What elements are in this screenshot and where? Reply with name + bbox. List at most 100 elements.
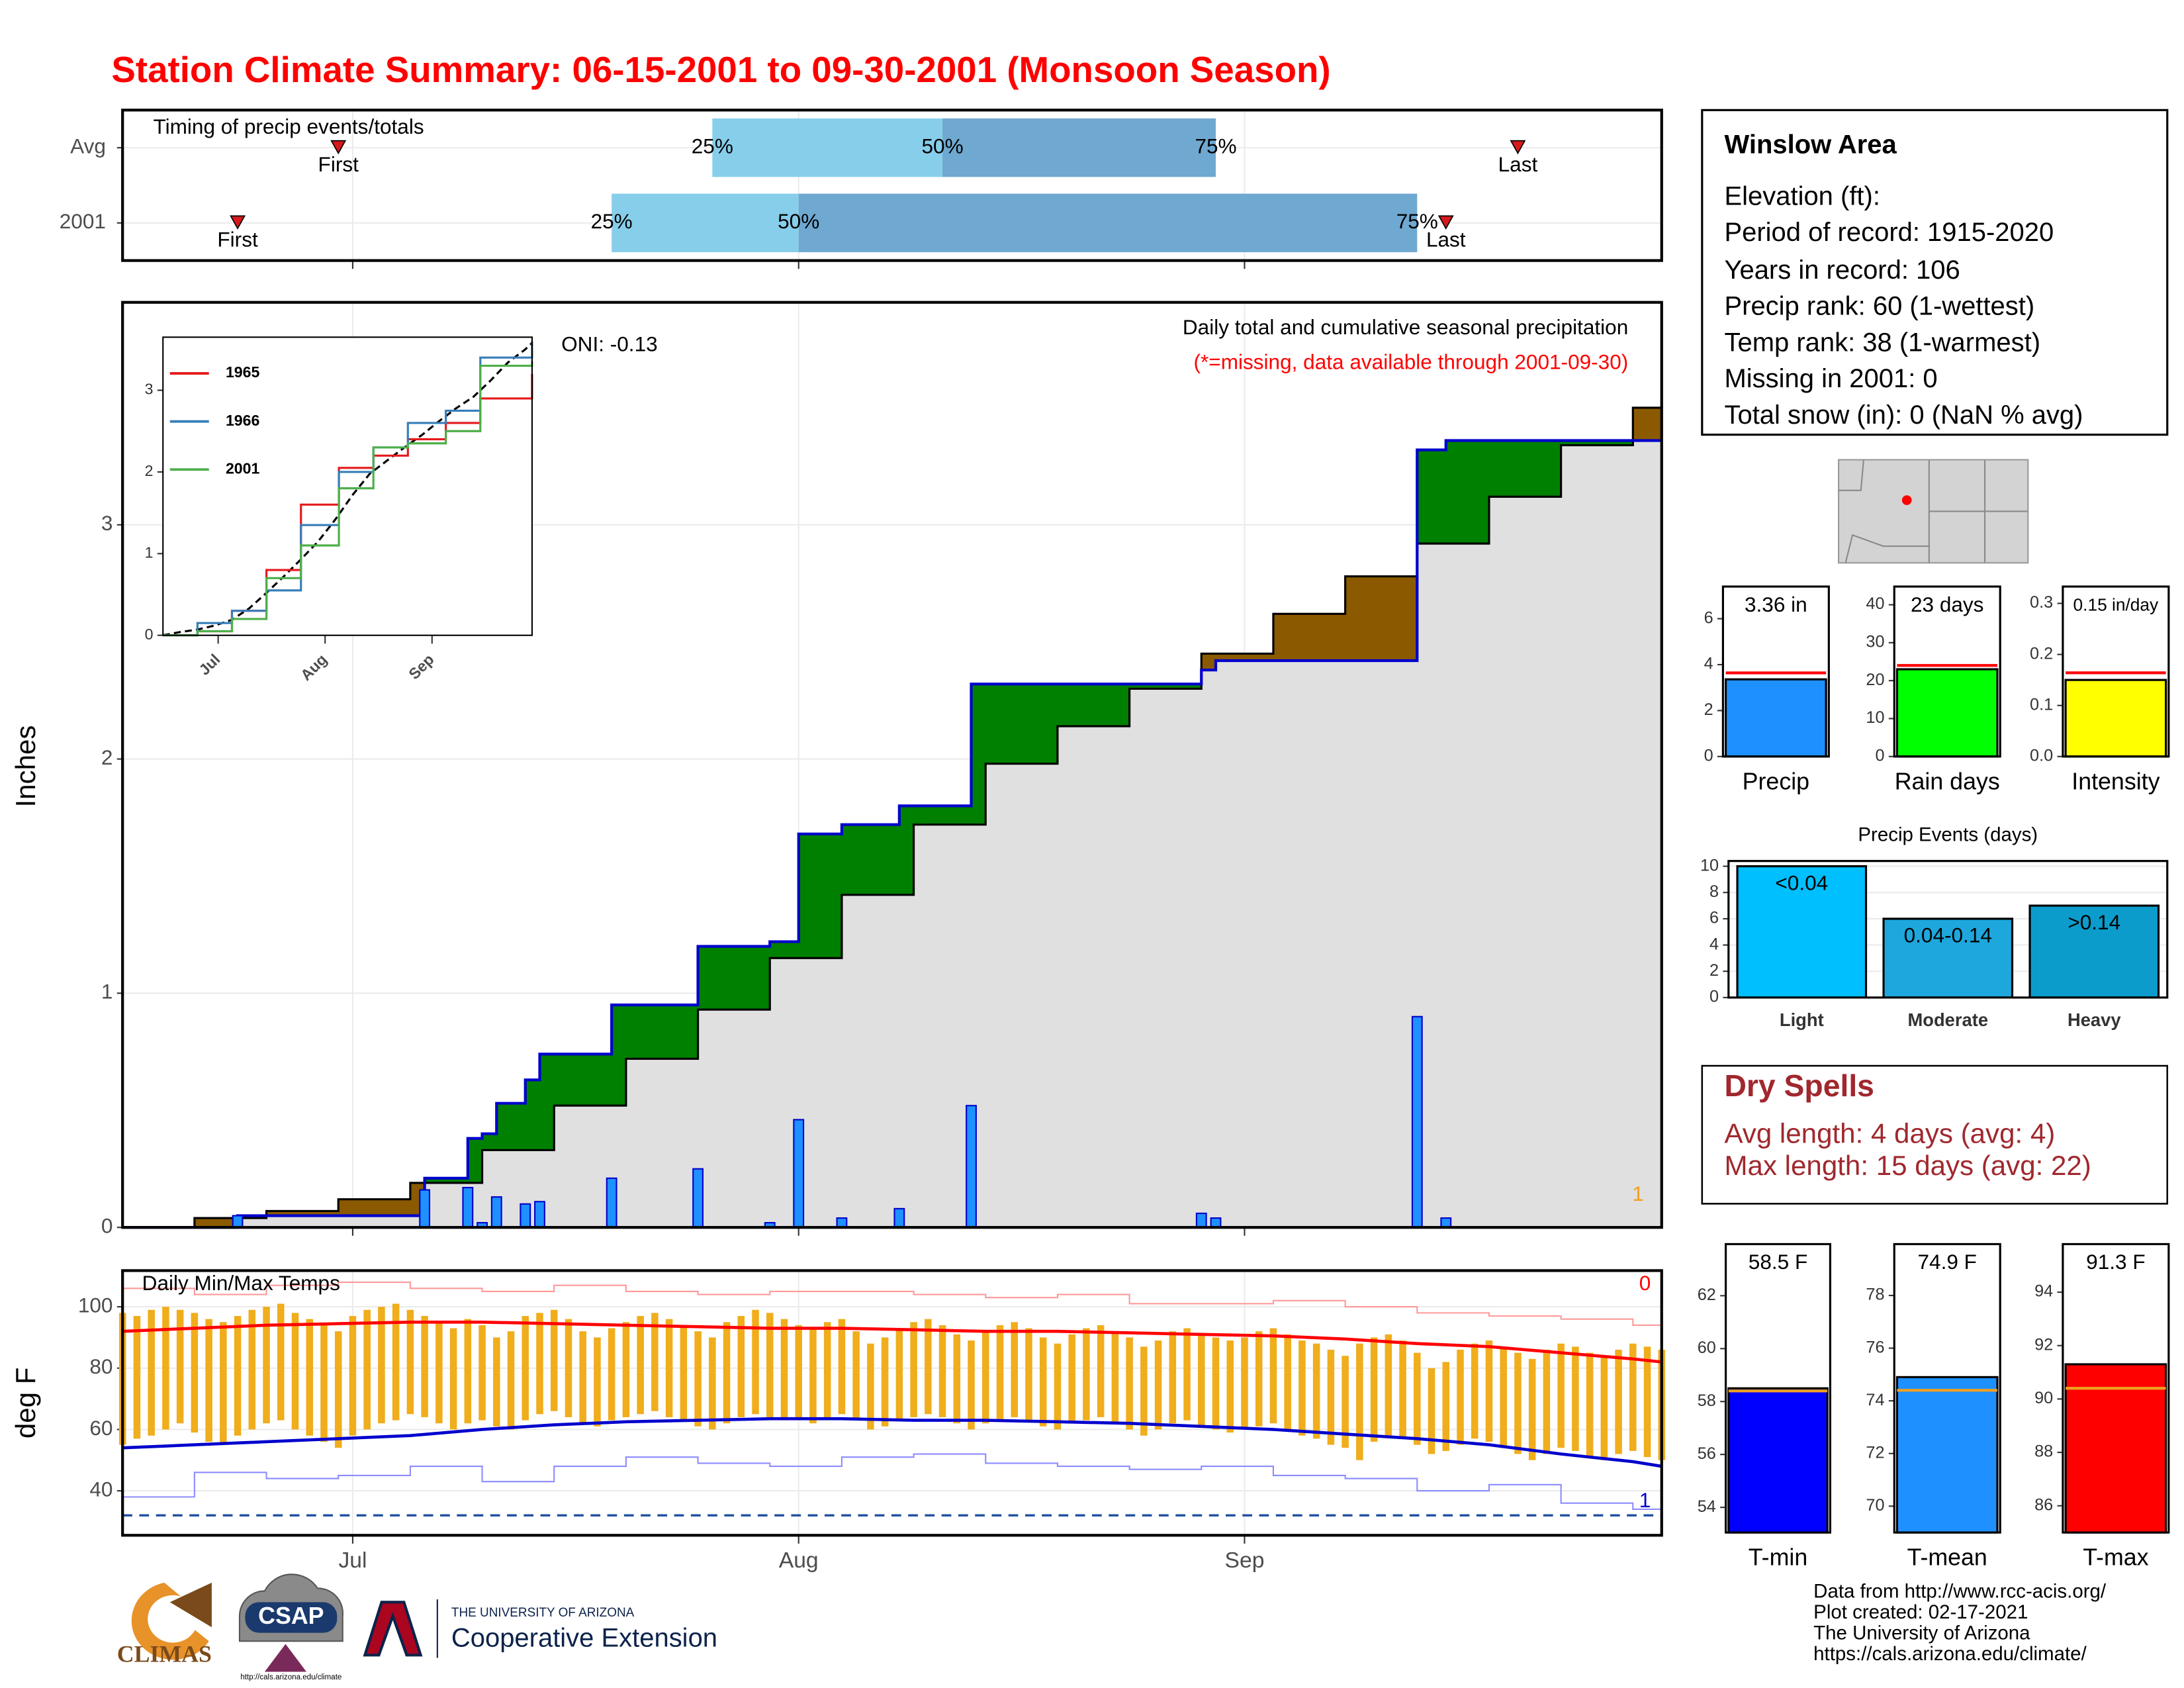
daily-temp-bar (522, 1316, 529, 1421)
bar (1736, 865, 1868, 999)
daily-temp-bar (1327, 1349, 1335, 1445)
daily-temp-bar (737, 1316, 745, 1417)
daily-precip-bar (520, 1203, 531, 1229)
category-label: T-min (1749, 1544, 1807, 1571)
legend-label: 1965 (226, 363, 260, 381)
daily-temp-bar (306, 1319, 314, 1436)
daily-temp-bar (421, 1316, 428, 1417)
precip-subtitle: (*=missing, data available through 2001-… (1194, 350, 1629, 374)
map-borders (1839, 459, 2028, 563)
plot-frame (121, 109, 1663, 262)
y-tick-label: 1 (101, 980, 113, 1004)
daily-temp-bar (953, 1334, 961, 1424)
bar (1725, 678, 1827, 758)
y-tick-label: 1 (145, 543, 154, 561)
daily-temp-bar (1586, 1352, 1594, 1458)
x-tick-label: Sep (1225, 1548, 1265, 1573)
daily-temp-bar (1212, 1337, 1220, 1430)
daily-temp-bar (277, 1303, 285, 1421)
daily-temp-bar (1471, 1343, 1479, 1439)
record-line (122, 1281, 1662, 1326)
plot-frame (2062, 1243, 2170, 1534)
plot-frame (1725, 1243, 1832, 1534)
daily-temp-bar (594, 1337, 601, 1427)
daily-precip-bar (692, 1168, 704, 1229)
daily-temp-bar (320, 1325, 328, 1442)
bar (2064, 1363, 2167, 1534)
daily-precip-bar (232, 1215, 244, 1229)
y-tick-label: 74 (1866, 1391, 1884, 1409)
daily-temp-bar (752, 1309, 759, 1415)
y-tick-label: 0 (101, 1214, 113, 1238)
y-tick-label: 0 (145, 626, 154, 643)
logos: CLIMAS CSAP http://cals.arizona.edu/clim… (117, 1573, 717, 1681)
footer-line: Data from http://www.rcc-acis.org/ (1813, 1580, 2107, 1602)
value-label: 0.04-0.14 (1904, 923, 1992, 947)
daily-temp-bar (1342, 1356, 1349, 1448)
daily-temp-bar (478, 1325, 486, 1421)
y-tick-label: 30 (1866, 633, 1884, 651)
csap-mountain (264, 1644, 307, 1672)
daily-temp-bar (1025, 1328, 1032, 1421)
dry-spells-line: Max length: 15 days (avg: 22) (1724, 1150, 2091, 1181)
category-label: T-mean (1907, 1544, 1987, 1571)
y-tick-label: 4 (1709, 935, 1719, 953)
daily-temp-bar (1514, 1352, 1522, 1454)
y-tick-label: 2 (1709, 961, 1719, 980)
daily-temp-bar (291, 1313, 299, 1430)
daily-temp-bar (234, 1316, 242, 1436)
daily-precip-bar (462, 1186, 474, 1229)
daily-temp-bar (435, 1322, 443, 1424)
station-line: Elevation (ft): (1724, 181, 1880, 211)
map-station-dot (1901, 495, 1912, 505)
daily-temp-bar (550, 1309, 558, 1411)
daily-temp-bar (1111, 1331, 1119, 1424)
plot-frame (2062, 585, 2170, 758)
station-name: Winslow Area (1724, 130, 1897, 160)
daily-temp-bar (263, 1307, 270, 1424)
daily-temp-bar (867, 1343, 874, 1430)
extension-name: Cooperative Extension (451, 1624, 717, 1653)
station-line: Temp rank: 38 (1-warmest) (1724, 328, 2040, 357)
y-tick-label: 76 (1866, 1338, 1884, 1356)
daily-temp-bar (1543, 1349, 1551, 1454)
dry-spells-line: Avg length: 4 days (avg: 4) (1724, 1117, 2055, 1149)
csap-badge (245, 1602, 338, 1633)
y-tick-label: 0 (1875, 747, 1884, 765)
y-tick-label: 2 (145, 462, 154, 479)
station-box: Winslow Area Elevation (ft): Period of r… (1701, 109, 2169, 436)
daily-temp-bar (881, 1337, 889, 1427)
x-tick-label: Jul (338, 1548, 367, 1573)
quartile-segment (798, 193, 1418, 252)
daily-precip-bar (793, 1119, 805, 1229)
y-tick-label: 88 (2034, 1442, 2053, 1461)
csap-logo-text: CSAP (258, 1603, 324, 1629)
record-high-count: 0 (1639, 1271, 1651, 1295)
bar (1895, 1376, 1999, 1534)
y-tick-label: 0.1 (2030, 695, 2053, 714)
daily-temp-bar (665, 1319, 673, 1417)
y-tick-label: 20 (1866, 671, 1884, 689)
daily-temp-bar (148, 1309, 155, 1436)
daily-precip-bar (1440, 1217, 1452, 1229)
daily-temp-bar (780, 1319, 788, 1421)
y-tick-label: 4 (1704, 655, 1713, 673)
category-label: Light (1780, 1009, 1824, 1030)
y-tick-label: 80 (89, 1354, 113, 1378)
daily-temp-bar (1414, 1352, 1421, 1445)
quartile-segment (612, 193, 799, 252)
category-label: Moderate (1907, 1009, 1988, 1030)
inset-background (163, 337, 532, 635)
daily-temp-bar (1198, 1334, 1205, 1427)
daily-temp-bar (925, 1319, 932, 1415)
category-label: Heavy (2068, 1009, 2121, 1030)
value-label: 74.9 F (1918, 1250, 1977, 1274)
y-tick-label: 40 (1866, 594, 1884, 613)
plot-frame (162, 336, 533, 636)
daily-temp-bar (1485, 1340, 1493, 1442)
daily-temp-bar (406, 1309, 414, 1415)
daily-temp-bar (1370, 1337, 1378, 1442)
ua-logo (363, 1601, 423, 1657)
daily-precip-bar (534, 1201, 545, 1229)
event-marker (1437, 215, 1454, 230)
